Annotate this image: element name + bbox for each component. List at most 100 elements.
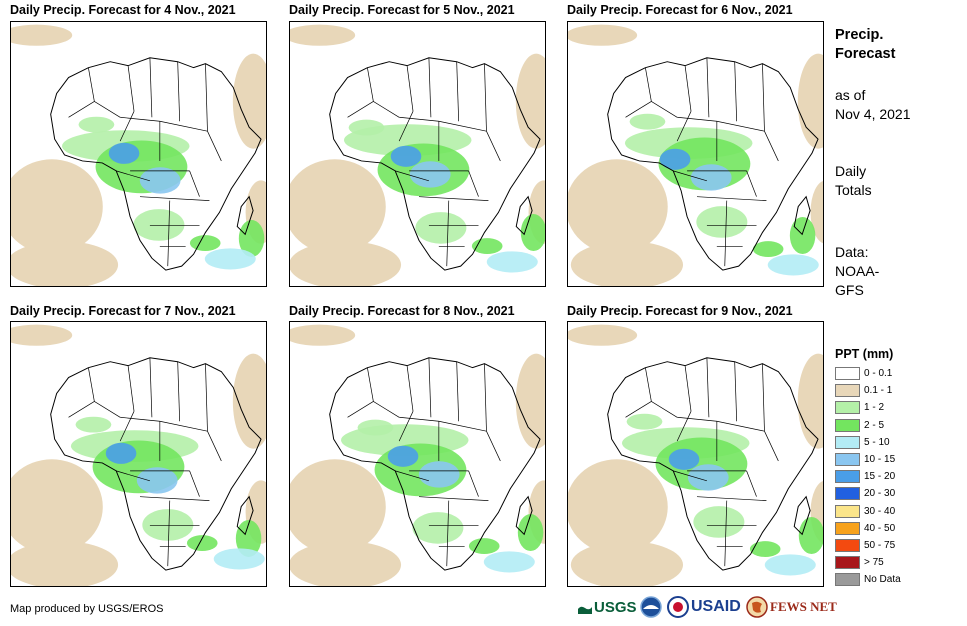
madagascar-outline	[793, 195, 811, 236]
country-border	[696, 496, 767, 501]
precip-area	[687, 464, 729, 491]
precip-map	[290, 24, 545, 286]
legend-label: 0 - 0.1	[864, 368, 893, 379]
legend-label: 10 - 15	[864, 454, 896, 465]
precip-area	[387, 445, 419, 467]
country-border	[673, 470, 708, 482]
dry-area	[11, 241, 119, 286]
precip-area	[626, 413, 663, 430]
country-border	[205, 63, 208, 132]
legend-swatch	[835, 504, 860, 518]
legend-item: > 75	[835, 556, 884, 570]
country-border	[684, 65, 692, 112]
precip-area	[749, 541, 781, 557]
fewsnet-logo-text: FEWS NET	[770, 599, 837, 614]
dry-area	[11, 459, 103, 555]
sidebar-totals-line2: Totals	[835, 182, 872, 198]
precip-area	[390, 145, 422, 167]
legend-label: 5 - 10	[864, 436, 890, 448]
country-border	[746, 470, 757, 497]
map-panel-2	[289, 21, 546, 287]
country-border	[428, 57, 432, 118]
legend-swatch	[835, 521, 860, 535]
legend-swatch	[835, 401, 860, 415]
country-border	[116, 170, 151, 182]
legend-title: PPT (mm)	[835, 347, 894, 361]
country-border	[127, 65, 135, 112]
country-border	[428, 357, 432, 418]
dry-area	[232, 353, 266, 449]
country-border	[406, 365, 414, 412]
precip-map	[11, 24, 266, 286]
sidebar-asof-line1: as of	[835, 87, 866, 103]
precip-area	[520, 214, 545, 251]
legend-label: 50 - 75	[864, 540, 896, 551]
country-border	[406, 65, 414, 112]
sidebar-title-line1: Precip.	[835, 27, 884, 43]
dry-area	[568, 159, 668, 255]
fewsnet-logo: FEWS NET	[746, 596, 837, 618]
country-border	[456, 361, 460, 422]
legend-label: 15 - 20	[864, 471, 896, 483]
legend-item: 5 - 10	[835, 435, 890, 449]
country-border	[395, 170, 430, 182]
noaa-logo	[640, 596, 662, 618]
legend-item: 2 - 5	[835, 418, 884, 432]
country-border	[706, 357, 710, 418]
country-border	[149, 357, 153, 418]
precip-area	[752, 241, 784, 257]
dry-area	[290, 24, 356, 46]
precip-area	[105, 442, 137, 464]
legend-item: 30 - 40	[835, 504, 895, 518]
panel-title-6: Daily Precip. Forecast for 9 Nov., 2021	[567, 304, 793, 318]
dry-area	[568, 24, 638, 46]
country-border	[625, 101, 652, 118]
precip-area	[517, 514, 544, 552]
country-border	[677, 416, 765, 432]
country-border	[119, 411, 135, 442]
precip-area	[108, 142, 140, 164]
country-border	[120, 416, 208, 432]
country-border	[367, 367, 400, 418]
noaa-seal-icon	[640, 596, 662, 618]
sidebar-data-line1: Data:	[835, 244, 869, 260]
country-border	[724, 200, 728, 267]
legend-label: 40 - 50	[864, 522, 896, 534]
legend-item: 0.1 - 1	[835, 384, 892, 398]
dry-area	[570, 241, 684, 286]
precip-area	[189, 235, 221, 252]
country-border	[116, 470, 151, 482]
country-border	[734, 61, 738, 122]
country-border	[68, 401, 95, 418]
precip-area	[418, 461, 460, 488]
country-border	[734, 361, 738, 422]
madagascar-outline	[236, 195, 254, 236]
country-border	[484, 363, 487, 432]
country-border	[673, 170, 708, 182]
fewsnet-globe-icon	[746, 596, 768, 618]
country-border	[205, 363, 208, 432]
sidebar-data-line3: GFS	[835, 282, 864, 298]
country-border	[167, 500, 171, 567]
country-border	[177, 61, 181, 122]
sidebar-totals-line1: Daily	[835, 163, 867, 179]
panel-title-2: Daily Precip. Forecast for 5 Nov., 2021	[289, 3, 515, 17]
country-border	[398, 111, 414, 142]
country-border	[762, 63, 765, 132]
country-border	[68, 101, 95, 118]
africa-outline	[329, 57, 541, 271]
precip-area	[213, 548, 265, 570]
panel-title-4: Daily Precip. Forecast for 7 Nov., 2021	[10, 304, 236, 318]
precip-area	[139, 167, 181, 194]
country-border	[762, 363, 765, 432]
legend-swatch	[835, 487, 860, 501]
legend-item: 1 - 2	[835, 401, 884, 415]
legend-swatch	[835, 367, 860, 380]
country-border	[88, 67, 121, 118]
country-border	[486, 131, 501, 162]
legend-label: No Data	[864, 574, 901, 586]
country-border	[149, 57, 153, 118]
dry-area	[797, 353, 823, 449]
country-border	[684, 365, 692, 412]
country-border	[418, 496, 489, 501]
